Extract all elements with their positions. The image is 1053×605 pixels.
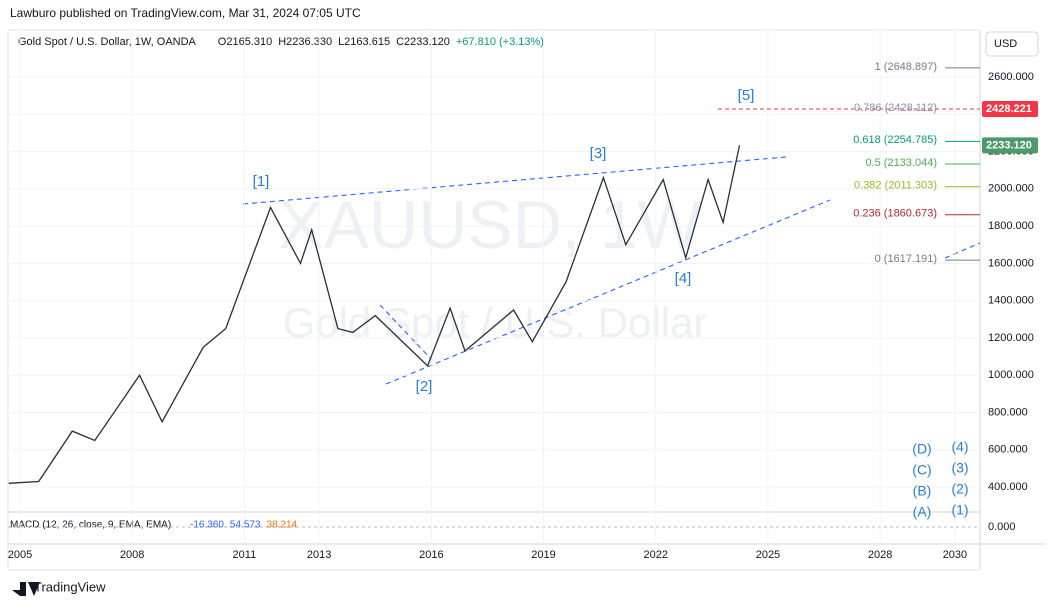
macd-tick: 0.000 xyxy=(988,521,1016,533)
y-tick-label: 400.000 xyxy=(988,481,1028,493)
y-tick-label: 2600.000 xyxy=(988,71,1034,83)
price-tag xyxy=(982,100,1038,117)
logo xyxy=(12,582,40,596)
fib-label: 0.786 (2428.112) xyxy=(854,102,937,114)
x-tick-label: 2016 xyxy=(419,549,443,561)
wave-label: [3] xyxy=(590,145,607,162)
impulse-label: (1) xyxy=(951,502,968,518)
ohlc-value: H2236.330 xyxy=(278,36,332,48)
price-tag xyxy=(982,137,1038,154)
fib-label: 0.618 (2254.785) xyxy=(853,134,937,146)
fib-label: 0.5 (2133.044) xyxy=(865,157,937,169)
corrective-label: (C) xyxy=(912,462,931,478)
x-tick-label: 2008 xyxy=(120,549,144,561)
impulse-label: (3) xyxy=(951,460,968,476)
wave-label: [4] xyxy=(675,270,692,287)
fib-label: 0.382 (2011.303) xyxy=(854,180,937,192)
trendlines xyxy=(242,156,981,385)
corrective-label: (A) xyxy=(913,504,932,520)
fib-label: 0 (1617.191) xyxy=(875,253,937,265)
fib-label: 1 (2648.897) xyxy=(875,61,937,73)
price-tag-label: 2233.120 xyxy=(986,139,1032,151)
y-tick-label: 600.000 xyxy=(988,444,1028,456)
corrective-label: (D) xyxy=(912,441,931,457)
ohlc-value: C2233.120 xyxy=(396,36,450,48)
currency-button[interactable] xyxy=(985,31,1039,57)
symbol-title: Gold Spot / U.S. Dollar, 1W, OANDA xyxy=(18,36,197,48)
y-tick-label: 1800.000 xyxy=(988,220,1034,232)
x-tick-label: 2019 xyxy=(531,549,555,561)
watermark-symbol: XAUUSD, 1W xyxy=(278,187,701,263)
wave-label: [5] xyxy=(738,87,755,104)
footer: TradingView xyxy=(34,579,106,594)
macd-label: MACD (12, 26, close, 9, EMA, EMA) xyxy=(10,520,171,531)
impulse-label: (2) xyxy=(951,481,968,497)
y-tick-label: 1600.000 xyxy=(988,257,1034,269)
macd-value: 38.214 xyxy=(267,520,298,531)
publisher: Lawburo published on TradingView.com, Ma… xyxy=(10,6,361,20)
x-tick-label: 2028 xyxy=(868,549,892,561)
ohlc-value: +67.810 (+3.13%) xyxy=(456,36,544,48)
wave-label: [2] xyxy=(416,378,433,395)
macd-value: 54.573 xyxy=(230,520,261,531)
currency[interactable]: USD xyxy=(994,38,1017,50)
macd-value: -16.360 xyxy=(190,520,224,531)
y-tick-label: 1400.000 xyxy=(988,295,1034,307)
y-tick-label: 800.000 xyxy=(988,406,1028,418)
ohlc-value: L2163.615 xyxy=(338,36,390,48)
price-line xyxy=(8,145,741,484)
y-tick-label: 1200.000 xyxy=(988,332,1034,344)
y-tick-label: 1000.000 xyxy=(988,369,1034,381)
fib-label: 0.236 (1860.673) xyxy=(853,208,937,220)
corrective-label: (B) xyxy=(913,483,932,499)
ohlc-value: O2165.310 xyxy=(218,36,272,48)
y-tick-label: 2000.000 xyxy=(988,183,1034,195)
x-tick-label: 2005 xyxy=(8,549,32,561)
x-tick-label: 2011 xyxy=(233,549,257,561)
x-tick-label: 2025 xyxy=(756,549,780,561)
price-tag-label: 2428.221 xyxy=(986,103,1032,115)
impulse-label: (4) xyxy=(951,439,968,455)
x-tick-label: 2030 xyxy=(943,549,967,561)
wave-label: [1] xyxy=(253,173,270,190)
x-tick-label: 2022 xyxy=(644,549,668,561)
x-tick-label: 2013 xyxy=(307,549,331,561)
